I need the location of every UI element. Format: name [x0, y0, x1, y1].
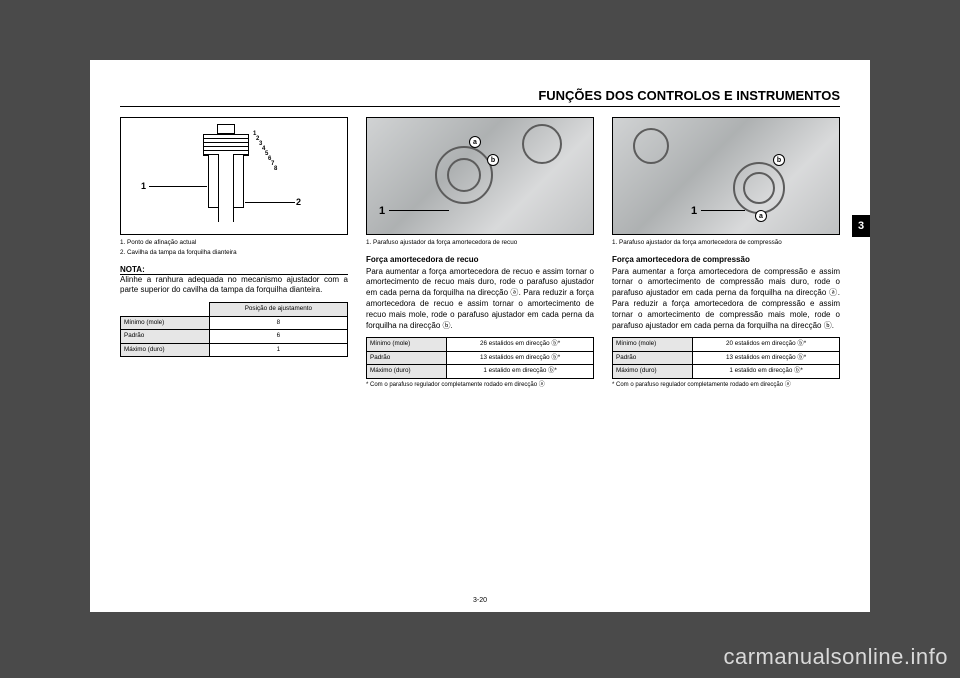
- table-footnote: * Com o parafuso regulador completamente…: [612, 382, 840, 389]
- table-row-value: 6: [209, 330, 347, 344]
- figure-label-2: 2: [296, 196, 301, 208]
- table-row-label: Padrão: [367, 351, 447, 365]
- table-row-label: Máximo (duro): [121, 343, 210, 357]
- table-row-value: 1 estalido em direcção ⓑ*: [447, 365, 594, 379]
- table-row-label: Padrão: [613, 351, 693, 365]
- figure-label-1: 1: [141, 180, 146, 192]
- direction-b-icon: b: [773, 154, 785, 166]
- section-subhead: Força amortecedora de recuo: [366, 255, 594, 266]
- compression-settings-table: Mínimo (mole)20 estalidos em direcção ⓑ*…: [612, 337, 840, 379]
- content-columns: 1 2 1 2 3 4 5 6 7 8 1. Ponto de afinação…: [120, 117, 840, 389]
- table-row-label: Mínimo (mole): [121, 316, 210, 330]
- section-paragraph: Para aumentar a força amortecedora de co…: [612, 267, 840, 332]
- chapter-tab: 3: [852, 215, 870, 237]
- table-row-label: Máximo (duro): [613, 365, 693, 379]
- table-row-label: Mínimo (mole): [367, 338, 447, 352]
- table-row-value: 8: [209, 316, 347, 330]
- preload-settings-table: Posição de ajustamento Mínimo (mole)8 Pa…: [120, 302, 348, 357]
- table-header: Posição de ajustamento: [209, 303, 347, 317]
- note-text: Alinhe a ranhura adequada no mecanismo a…: [120, 275, 348, 297]
- table-row-value: 20 estalidos em direcção ⓑ*: [693, 338, 840, 352]
- figure-compression-adjuster: 1 b a: [612, 117, 840, 235]
- table-row-value: 13 estalidos em direcção ⓑ*: [693, 351, 840, 365]
- figure-caption-1: 1. Ponto de afinação actual: [120, 239, 348, 247]
- watermark: carmanualsonline.info: [723, 644, 948, 670]
- table-footnote: * Com o parafuso regulador completamente…: [366, 382, 594, 389]
- table-row-value: 13 estalidos em direcção ⓑ*: [447, 351, 594, 365]
- column-1: 1 2 1 2 3 4 5 6 7 8 1. Ponto de afinação…: [120, 117, 348, 389]
- table-row-value: 1: [209, 343, 347, 357]
- section-subhead: Força amortecedora de compressão: [612, 255, 840, 266]
- table-row-value: 1 estalido em direcção ⓑ*: [693, 365, 840, 379]
- direction-b-icon: b: [487, 154, 499, 166]
- table-row-value: 26 estalidos em direcção ⓑ*: [447, 338, 594, 352]
- page-number: 3-20: [90, 597, 870, 604]
- rebound-settings-table: Mínimo (mole)26 estalidos em direcção ⓑ*…: [366, 337, 594, 379]
- table-row-label: Máximo (duro): [367, 365, 447, 379]
- column-2: 1 a b 1. Parafuso ajustador da força amo…: [366, 117, 594, 389]
- figure-label-1: 1: [379, 204, 385, 219]
- figure-caption: 1. Parafuso ajustador da força amorteced…: [366, 239, 594, 247]
- section-paragraph: Para aumentar a força amortecedora de re…: [366, 267, 594, 332]
- manual-page: FUNÇÕES DOS CONTROLOS E INSTRUMENTOS 3 1…: [90, 60, 870, 612]
- column-3: 1 b a 1. Parafuso ajustador da força amo…: [612, 117, 840, 389]
- figure-scale-numbers: 1 2 3 4 5 6 7 8: [253, 132, 277, 172]
- figure-preload-adjuster: 1 2 1 2 3 4 5 6 7 8: [120, 117, 348, 235]
- table-row-label: Mínimo (mole): [613, 338, 693, 352]
- figure-rebound-adjuster: 1 a b: [366, 117, 594, 235]
- page-title: FUNÇÕES DOS CONTROLOS E INSTRUMENTOS: [120, 88, 840, 103]
- header-rule: [120, 106, 840, 107]
- table-row-label: Padrão: [121, 330, 210, 344]
- direction-a-icon: a: [755, 210, 767, 222]
- figure-caption-2: 2. Cavilha da tampa da forquilha diantei…: [120, 249, 348, 257]
- note-label: NOTA:: [120, 265, 145, 274]
- figure-caption: 1. Parafuso ajustador da força amorteced…: [612, 239, 840, 247]
- direction-a-icon: a: [469, 136, 481, 148]
- figure-label-1: 1: [691, 204, 697, 219]
